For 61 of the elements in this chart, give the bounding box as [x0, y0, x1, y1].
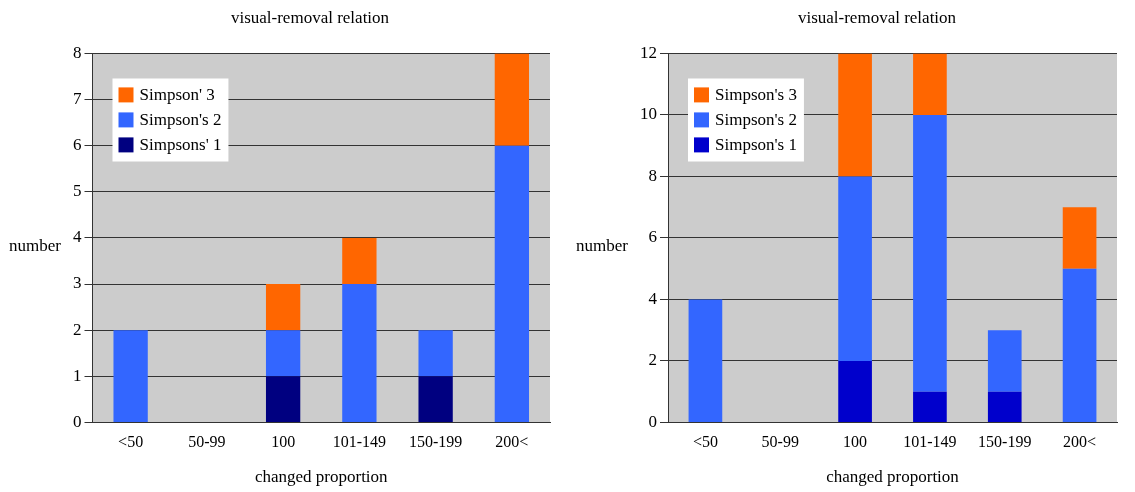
y-tick-label: 8 — [648, 165, 657, 185]
y-tick-label: 2 — [73, 319, 82, 339]
x-tick-label: 50-99 — [188, 433, 226, 451]
bar — [838, 176, 872, 361]
bar — [113, 330, 148, 422]
y-tick-label: 6 — [648, 227, 657, 247]
bar — [838, 53, 872, 177]
legend-label: Simpson' 3 — [139, 84, 215, 104]
bar — [265, 284, 301, 331]
bar — [494, 53, 530, 146]
y-tick-label: 1 — [73, 365, 82, 385]
y-axis-title: number — [8, 236, 62, 256]
bar — [494, 145, 530, 422]
bar — [418, 376, 453, 422]
x-tick-label: 150-199 — [978, 433, 1032, 451]
x-tick-label: 100 — [843, 433, 868, 451]
chart-title: visual-removal relation — [230, 7, 390, 27]
y-tick-label: 8 — [73, 42, 82, 62]
x-tick-label: 150-199 — [408, 433, 463, 451]
x-tick-label: 101-149 — [332, 433, 387, 451]
x-tick-label: 200< — [1063, 433, 1097, 451]
legend-label: Simpson's 1 — [715, 134, 797, 154]
y-tick-label: 4 — [648, 288, 658, 308]
bar — [342, 237, 377, 285]
legend-label: Simpsons' 1 — [139, 134, 222, 154]
x-tick-label: 100 — [271, 433, 296, 451]
y-tick-label: 7 — [73, 88, 82, 108]
x-tick-label: <50 — [692, 433, 718, 451]
bar — [987, 330, 1022, 392]
x-axis-title: changed proportion — [826, 467, 960, 487]
legend-label: Simpson's 2 — [139, 109, 222, 129]
x-axis-title: changed proportion — [254, 467, 389, 487]
y-tick-label: 10 — [640, 104, 657, 124]
bar — [265, 376, 301, 422]
bar — [418, 330, 453, 377]
y-tick-label: 0 — [648, 411, 657, 431]
legend-label: Simpson's 2 — [715, 109, 797, 129]
x-tick-label: 50-99 — [761, 433, 799, 451]
bar — [913, 391, 947, 422]
y-tick-label: 5 — [73, 181, 82, 201]
legend-label: Simpson's 3 — [715, 84, 797, 104]
bar — [265, 330, 301, 377]
x-tick-label: 101-149 — [903, 433, 957, 451]
x-tick-label: <50 — [118, 433, 144, 451]
bar — [913, 114, 947, 392]
y-tick-label: 6 — [73, 135, 82, 155]
y-tick-label: 2 — [648, 350, 657, 370]
y-tick-label: 4 — [73, 227, 82, 247]
bar — [1062, 207, 1097, 269]
bar — [688, 299, 723, 422]
y-tick-label: 3 — [73, 273, 82, 293]
bar — [1062, 268, 1097, 422]
bar — [987, 391, 1022, 422]
y-tick-label: 0 — [73, 411, 82, 431]
bar — [838, 360, 872, 422]
bar — [913, 53, 947, 115]
bar — [342, 284, 377, 422]
y-axis-title: number — [575, 236, 629, 256]
chart-title: visual-removal relation — [797, 7, 957, 27]
y-tick-label: 12 — [640, 42, 657, 62]
x-tick-label: 200< — [495, 433, 529, 451]
